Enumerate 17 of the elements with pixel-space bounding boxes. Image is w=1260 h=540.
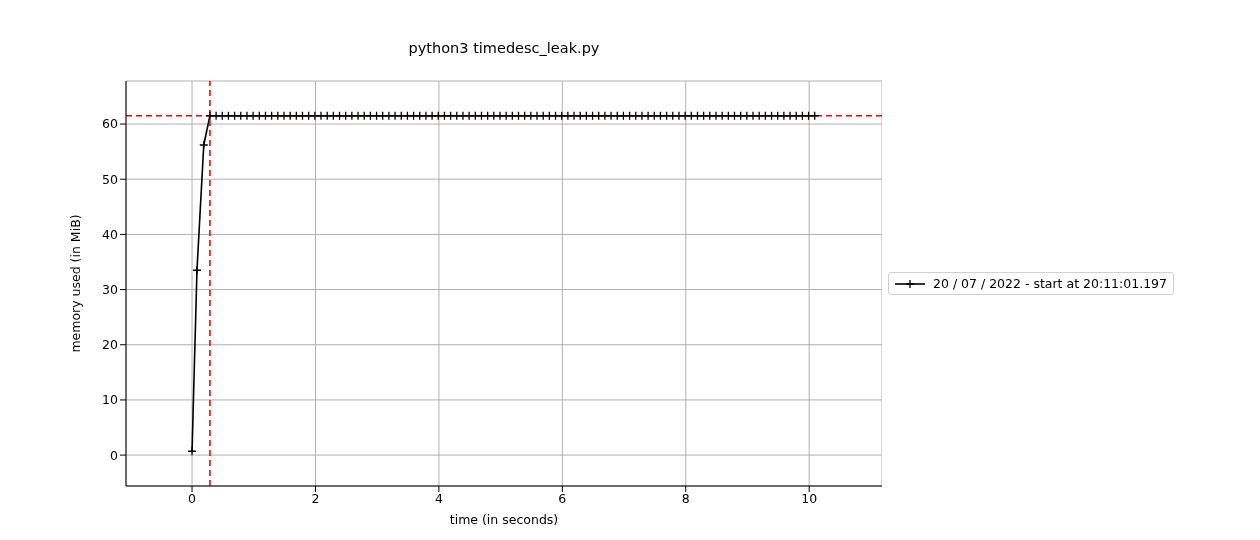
y-tick-label: 20 xyxy=(102,337,119,353)
chart-title: python3 timedesc_leak.py xyxy=(407,40,601,56)
y-axis-title: memory used (in MiB) xyxy=(68,214,84,353)
x-tick-label: 10 xyxy=(801,490,818,506)
x-axis-title: time (in seconds) xyxy=(449,512,559,527)
x-tick-label: 4 xyxy=(434,490,443,506)
x-tick-label: 2 xyxy=(311,490,320,506)
y-tick-label: 0 xyxy=(110,447,119,463)
x-tick-label: 8 xyxy=(681,490,690,506)
y-tick-label: 60 xyxy=(102,116,119,132)
y-tick-label: 40 xyxy=(102,226,119,242)
legend-label: 20 / 07 / 2022 - start at 20:11:01.197 xyxy=(933,276,1167,291)
y-tick-label: 30 xyxy=(102,282,119,298)
x-tick-label: 6 xyxy=(558,490,567,506)
y-tick-label: 50 xyxy=(102,171,119,187)
x-tick-label: 0 xyxy=(188,490,197,506)
y-tick-label: 10 xyxy=(102,392,119,408)
